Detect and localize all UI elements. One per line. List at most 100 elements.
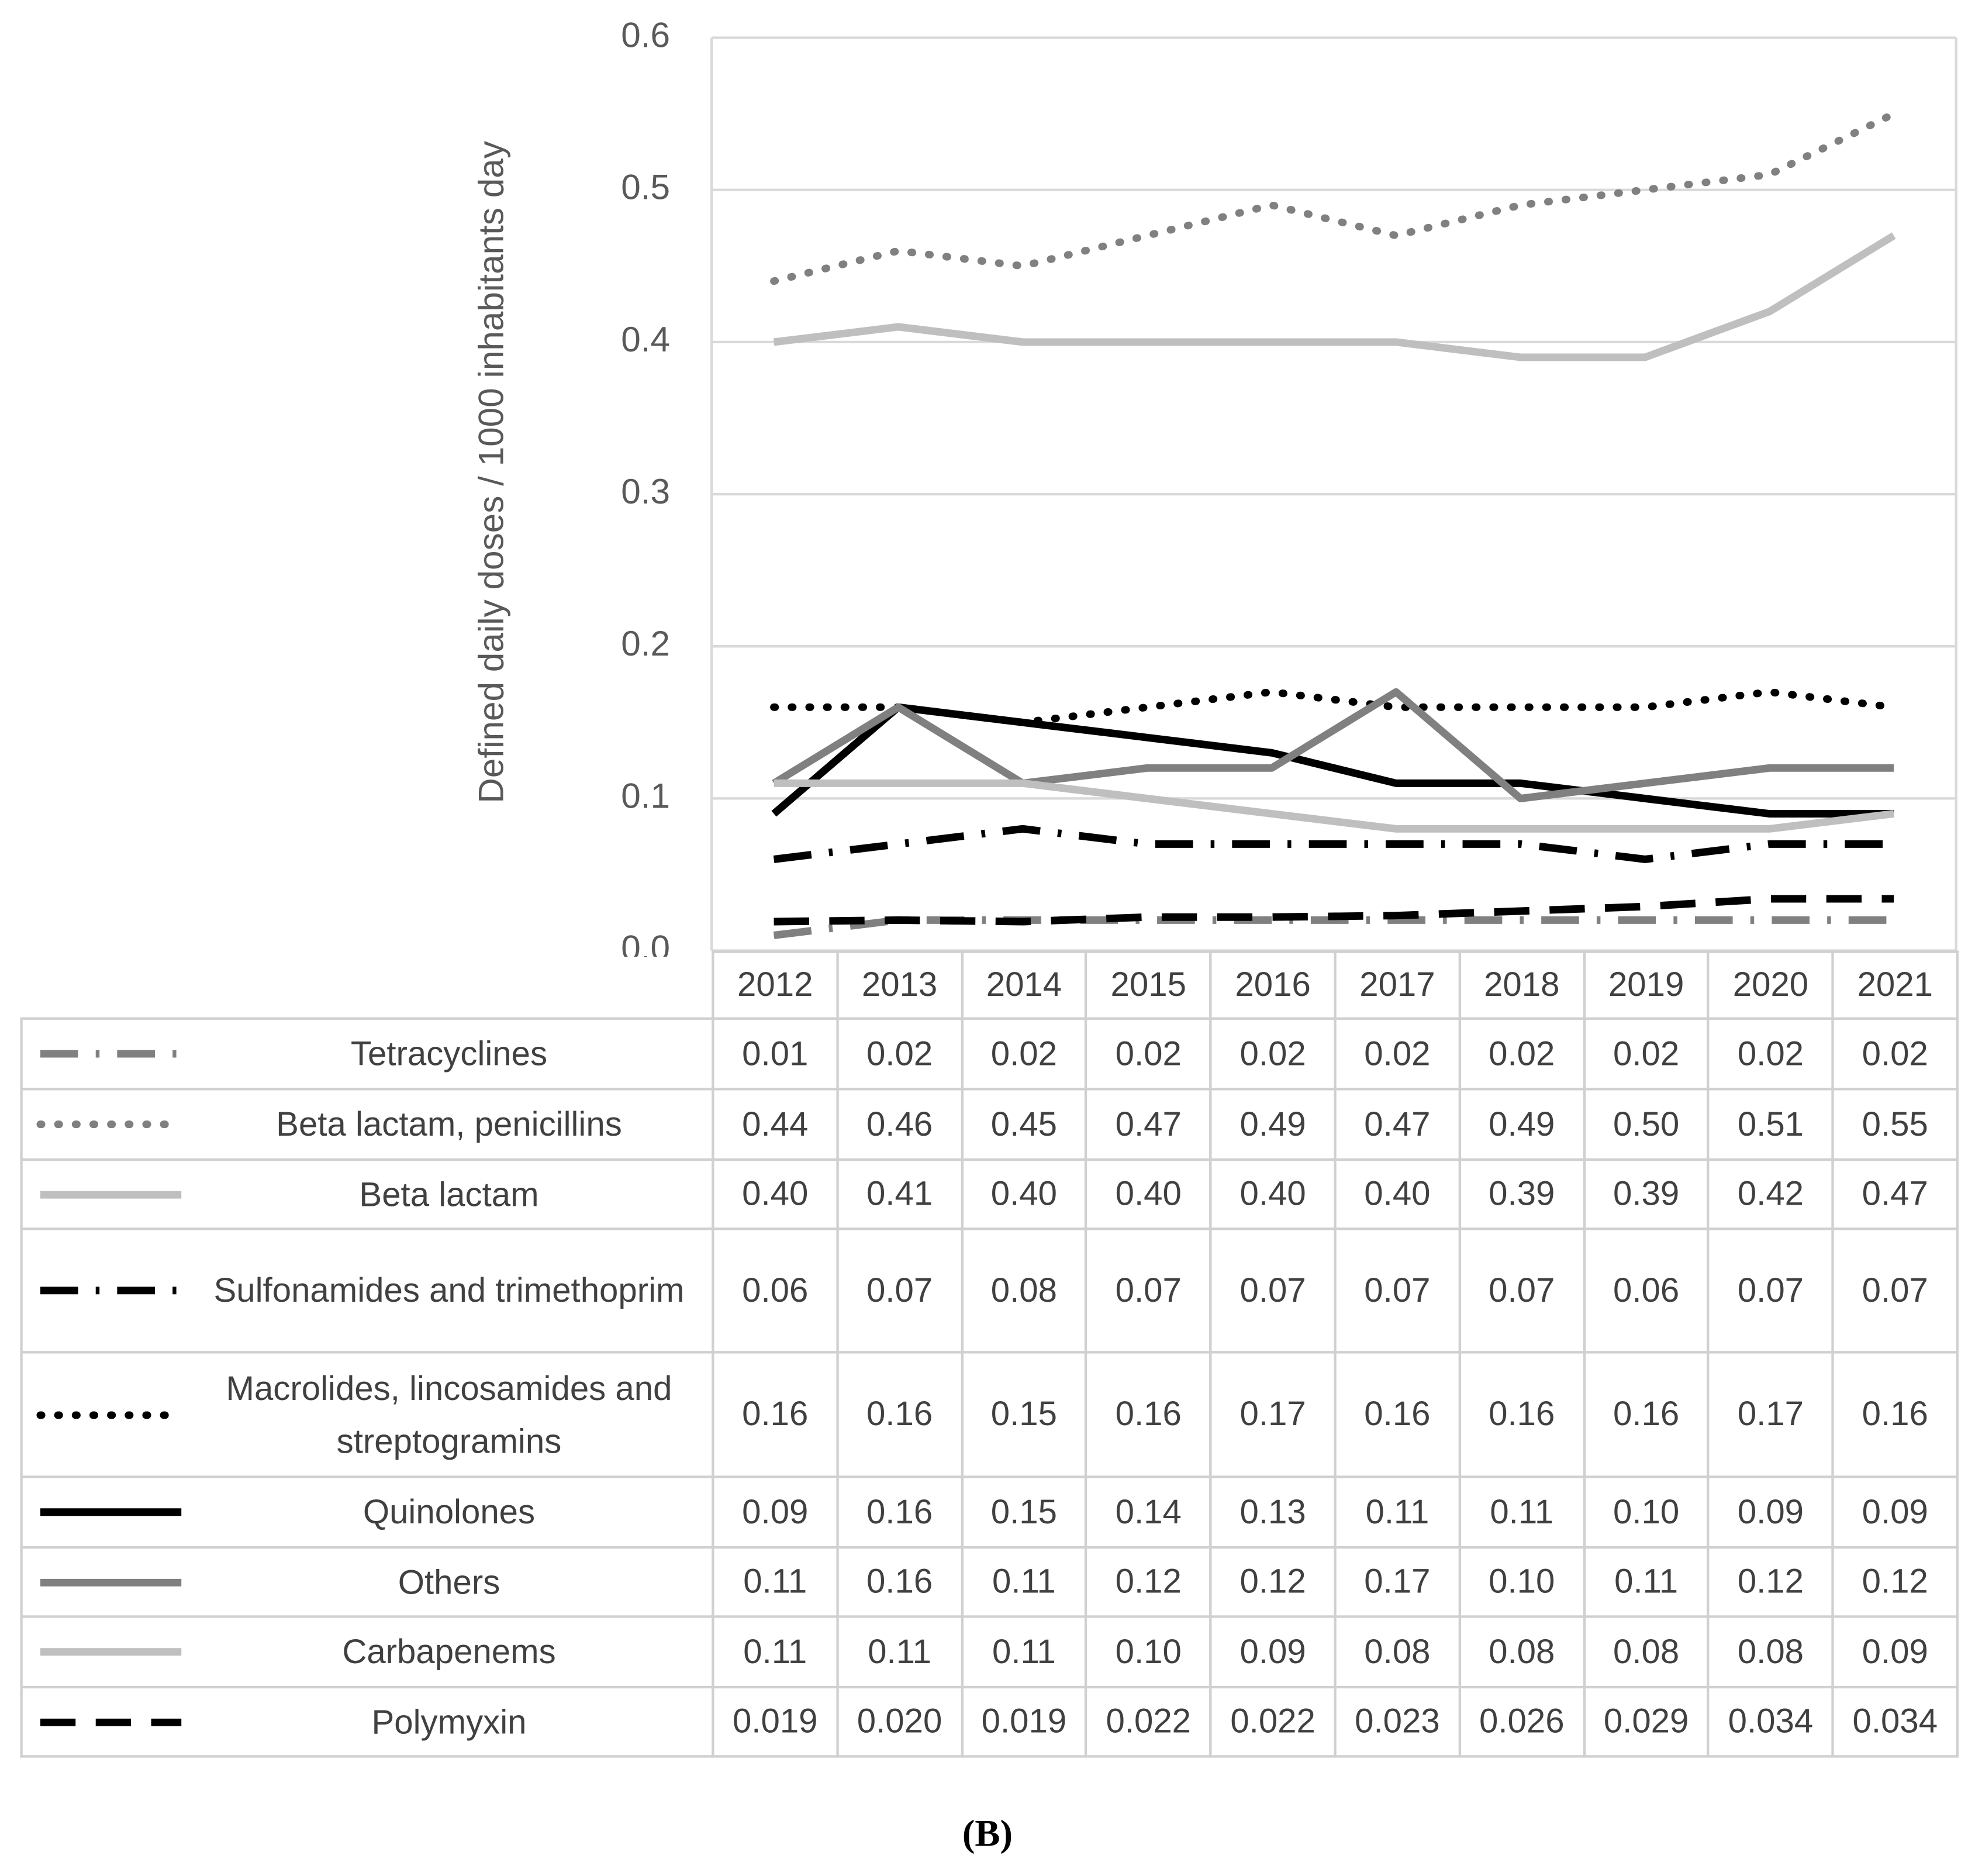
value-cell: 0.12 xyxy=(1209,1546,1337,1618)
value-cell: 0.08 xyxy=(960,1227,1087,1354)
legend-entry: Tetracyclines xyxy=(23,1027,712,1080)
series-label-cell: Beta lactam xyxy=(20,1158,714,1230)
value-cell: 0.02 xyxy=(960,1017,1087,1091)
value-cell: 0.40 xyxy=(960,1158,1087,1230)
series-label-cell: Macrolides, lincosamides and streptogram… xyxy=(20,1351,714,1478)
value-cell: 0.07 xyxy=(1831,1227,1959,1354)
year-header: 2021 xyxy=(1831,950,1959,1020)
value-cell: 0.020 xyxy=(836,1685,964,1758)
value-cell: 0.16 xyxy=(1831,1351,1959,1478)
value-cell: 0.09 xyxy=(1707,1475,1835,1549)
table-row: Quinolones 0.09 0.16 0.15 0.14 0.13 0.11 0.11 0.… xyxy=(20,1475,1959,1549)
value-cell: 0.47 xyxy=(1831,1158,1959,1230)
year-header: 2012 xyxy=(712,950,839,1020)
value-cell: 0.026 xyxy=(1458,1685,1586,1758)
value-cell: 0.08 xyxy=(1458,1615,1586,1689)
value-cell: 0.034 xyxy=(1707,1685,1835,1758)
value-cell: 0.40 xyxy=(1334,1158,1461,1230)
value-cell: 0.06 xyxy=(1583,1227,1710,1354)
legend-swatch xyxy=(40,1190,182,1198)
value-cell: 0.02 xyxy=(1831,1017,1959,1091)
value-cell: 0.16 xyxy=(836,1546,964,1618)
value-cell: 0.02 xyxy=(836,1017,964,1091)
value-cell: 0.022 xyxy=(1209,1685,1337,1758)
value-cell: 0.16 xyxy=(1334,1351,1461,1478)
y-tick-label: 0.4 xyxy=(621,319,670,359)
value-cell: 0.11 xyxy=(1458,1475,1586,1549)
value-cell: 0.06 xyxy=(712,1227,839,1354)
value-cell: 0.07 xyxy=(836,1227,964,1354)
chart: Defined daily doses / 1000 inhabitants d… xyxy=(471,15,1957,967)
series-line xyxy=(772,688,1894,802)
y-tick-label: 0.2 xyxy=(621,623,670,663)
y-tick-label: 0.1 xyxy=(621,775,670,815)
value-cell: 0.02 xyxy=(1085,1017,1212,1091)
value-cell: 0.11 xyxy=(1583,1546,1710,1618)
legend-entry: Beta lactam, penicillins xyxy=(23,1098,712,1150)
value-cell: 0.47 xyxy=(1085,1088,1212,1161)
value-cell: 0.49 xyxy=(1458,1088,1586,1161)
value-cell: 0.08 xyxy=(1707,1615,1835,1689)
value-cell: 0.07 xyxy=(1085,1227,1212,1354)
value-cell: 0.39 xyxy=(1583,1158,1710,1230)
value-cell: 0.15 xyxy=(960,1475,1087,1549)
value-cell: 0.50 xyxy=(1583,1088,1710,1161)
blank-cell xyxy=(21,951,714,1020)
year-header: 2019 xyxy=(1583,950,1710,1020)
value-cell: 0.17 xyxy=(1209,1351,1337,1478)
value-cell: 0.11 xyxy=(960,1546,1087,1618)
value-cell: 0.11 xyxy=(712,1615,839,1689)
value-cell: 0.11 xyxy=(836,1615,964,1689)
value-cell: 0.019 xyxy=(960,1685,1087,1758)
value-cell: 0.019 xyxy=(712,1685,839,1758)
value-cell: 0.09 xyxy=(1831,1475,1959,1549)
value-cell: 0.02 xyxy=(1583,1017,1710,1091)
legend-entry: Carbapenems xyxy=(23,1626,712,1678)
value-cell: 0.40 xyxy=(712,1158,839,1230)
series-label-cell: Others xyxy=(20,1546,714,1618)
value-cell: 0.11 xyxy=(712,1546,839,1618)
value-cell: 0.07 xyxy=(1458,1227,1586,1354)
legend-swatch xyxy=(40,1287,182,1295)
legend-swatch xyxy=(36,1411,185,1419)
year-header: 2013 xyxy=(836,950,964,1020)
legend-label: Carbapenems xyxy=(342,1633,556,1671)
legend-entry: Sulfonamides and trimethoprim xyxy=(23,1264,712,1317)
value-cell: 0.51 xyxy=(1707,1088,1835,1161)
value-cell: 0.07 xyxy=(1334,1227,1461,1354)
value-cell: 0.022 xyxy=(1085,1685,1212,1758)
series-line xyxy=(771,703,1894,818)
value-cell: 0.08 xyxy=(1334,1615,1461,1689)
value-cell: 0.14 xyxy=(1085,1475,1212,1549)
value-cell: 0.07 xyxy=(1209,1227,1337,1354)
series-line xyxy=(770,688,1898,726)
value-cell: 0.09 xyxy=(712,1475,839,1549)
value-cell: 0.09 xyxy=(1209,1615,1337,1689)
legend-label: Polymyxin xyxy=(371,1702,527,1741)
value-cell: 0.10 xyxy=(1583,1475,1710,1549)
series-label-cell: Quinolones xyxy=(20,1475,714,1549)
value-cell: 0.02 xyxy=(1458,1017,1586,1091)
year-header: 2014 xyxy=(960,950,1087,1020)
legend-swatch xyxy=(40,1578,182,1586)
legend-swatch xyxy=(36,1120,185,1129)
header-row: 2012 2013 2014 2015 2016 2017 2018 2019 2020 2021 xyxy=(21,950,1959,1020)
value-cell: 0.40 xyxy=(1085,1158,1212,1230)
year-header: 2018 xyxy=(1458,950,1586,1020)
value-cell: 0.16 xyxy=(836,1351,964,1478)
legend-entry: Macrolides, lincosamides and streptogram… xyxy=(23,1361,712,1467)
year-header: 2020 xyxy=(1707,950,1835,1020)
series-label-cell: Beta lactam, penicillins xyxy=(20,1088,714,1161)
value-cell: 0.41 xyxy=(836,1158,964,1230)
legend-label: Macrolides, lincosamides and streptogram… xyxy=(226,1369,672,1460)
series-line xyxy=(770,110,1898,285)
value-cell: 0.16 xyxy=(1458,1351,1586,1478)
value-cell: 0.39 xyxy=(1458,1158,1586,1230)
value-cell: 0.02 xyxy=(1334,1017,1461,1091)
y-axis-label: Defined daily doses / 1000 inhabitants d… xyxy=(471,140,510,803)
value-cell: 0.15 xyxy=(960,1351,1087,1478)
value-cell: 0.023 xyxy=(1334,1685,1461,1758)
year-header: 2015 xyxy=(1085,950,1212,1020)
